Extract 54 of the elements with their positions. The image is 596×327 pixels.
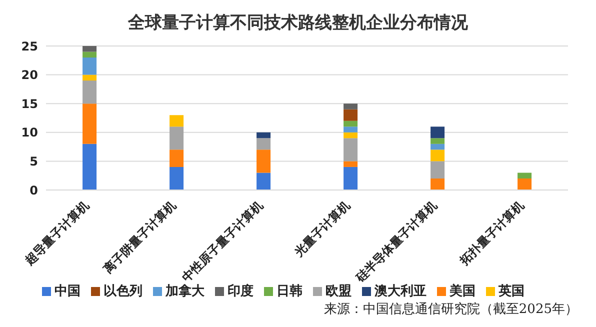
x-tick-label: 拓扑量子计算机 xyxy=(456,198,527,268)
bar xyxy=(82,74,97,81)
x-tick-label: 超导量子计算机 xyxy=(22,198,92,268)
y-tick-label: 0 xyxy=(30,183,38,198)
bar xyxy=(430,161,445,178)
bar xyxy=(430,178,445,190)
legend-label: 以色列 xyxy=(104,284,142,299)
bar xyxy=(344,161,358,167)
bar xyxy=(82,58,97,75)
x-tick-label: 硅半导体量子计算机 xyxy=(352,198,440,286)
bar xyxy=(82,144,97,190)
legend-label: 中国 xyxy=(54,284,80,299)
bar xyxy=(518,172,532,178)
y-tick-label: 5 xyxy=(30,154,38,168)
y-tick-label: 25 xyxy=(21,39,38,54)
legend-label: 欧盟 xyxy=(326,284,352,299)
y-tick-label: 15 xyxy=(21,96,38,111)
bar xyxy=(518,178,532,190)
legend-label: 日韩 xyxy=(276,284,302,299)
bar xyxy=(344,138,358,162)
y-tick-label: 20 xyxy=(21,68,38,82)
bar xyxy=(430,144,445,150)
bar xyxy=(82,52,97,58)
y-tick-label: 10 xyxy=(21,126,38,140)
source-note: 来源：中国信息通信研究院（截至2025年） xyxy=(322,301,579,318)
chart-title: 全球量子计算不同技术路线整机企业分布情况 xyxy=(126,12,469,35)
legend-label: 澳大利亚 xyxy=(374,284,426,299)
bar xyxy=(344,120,358,127)
bar xyxy=(170,150,184,167)
bar xyxy=(82,104,97,144)
x-tick-label: 离子阱量子计算机 xyxy=(100,198,179,277)
bar xyxy=(82,80,97,104)
bar xyxy=(430,126,445,138)
bar xyxy=(170,126,184,150)
bar xyxy=(256,132,271,138)
legend-label: 加拿大 xyxy=(166,284,204,299)
bar xyxy=(430,138,445,144)
bar xyxy=(170,166,184,190)
bar xyxy=(344,126,358,132)
bar xyxy=(82,46,97,52)
bar xyxy=(170,115,184,127)
bar xyxy=(344,166,358,190)
bar xyxy=(344,104,358,110)
bar xyxy=(344,109,358,121)
legend-label: 英国 xyxy=(498,284,524,299)
x-tick-label: 光量子计算机 xyxy=(291,198,353,260)
bar xyxy=(256,138,271,150)
bar xyxy=(344,132,358,138)
bar xyxy=(256,172,271,190)
x-tick-label: 中性原子量子计算机 xyxy=(179,198,266,284)
legend-label: 美国 xyxy=(450,284,476,299)
legend-label: 印度 xyxy=(228,284,254,299)
bar xyxy=(430,150,445,162)
bar xyxy=(256,150,271,173)
